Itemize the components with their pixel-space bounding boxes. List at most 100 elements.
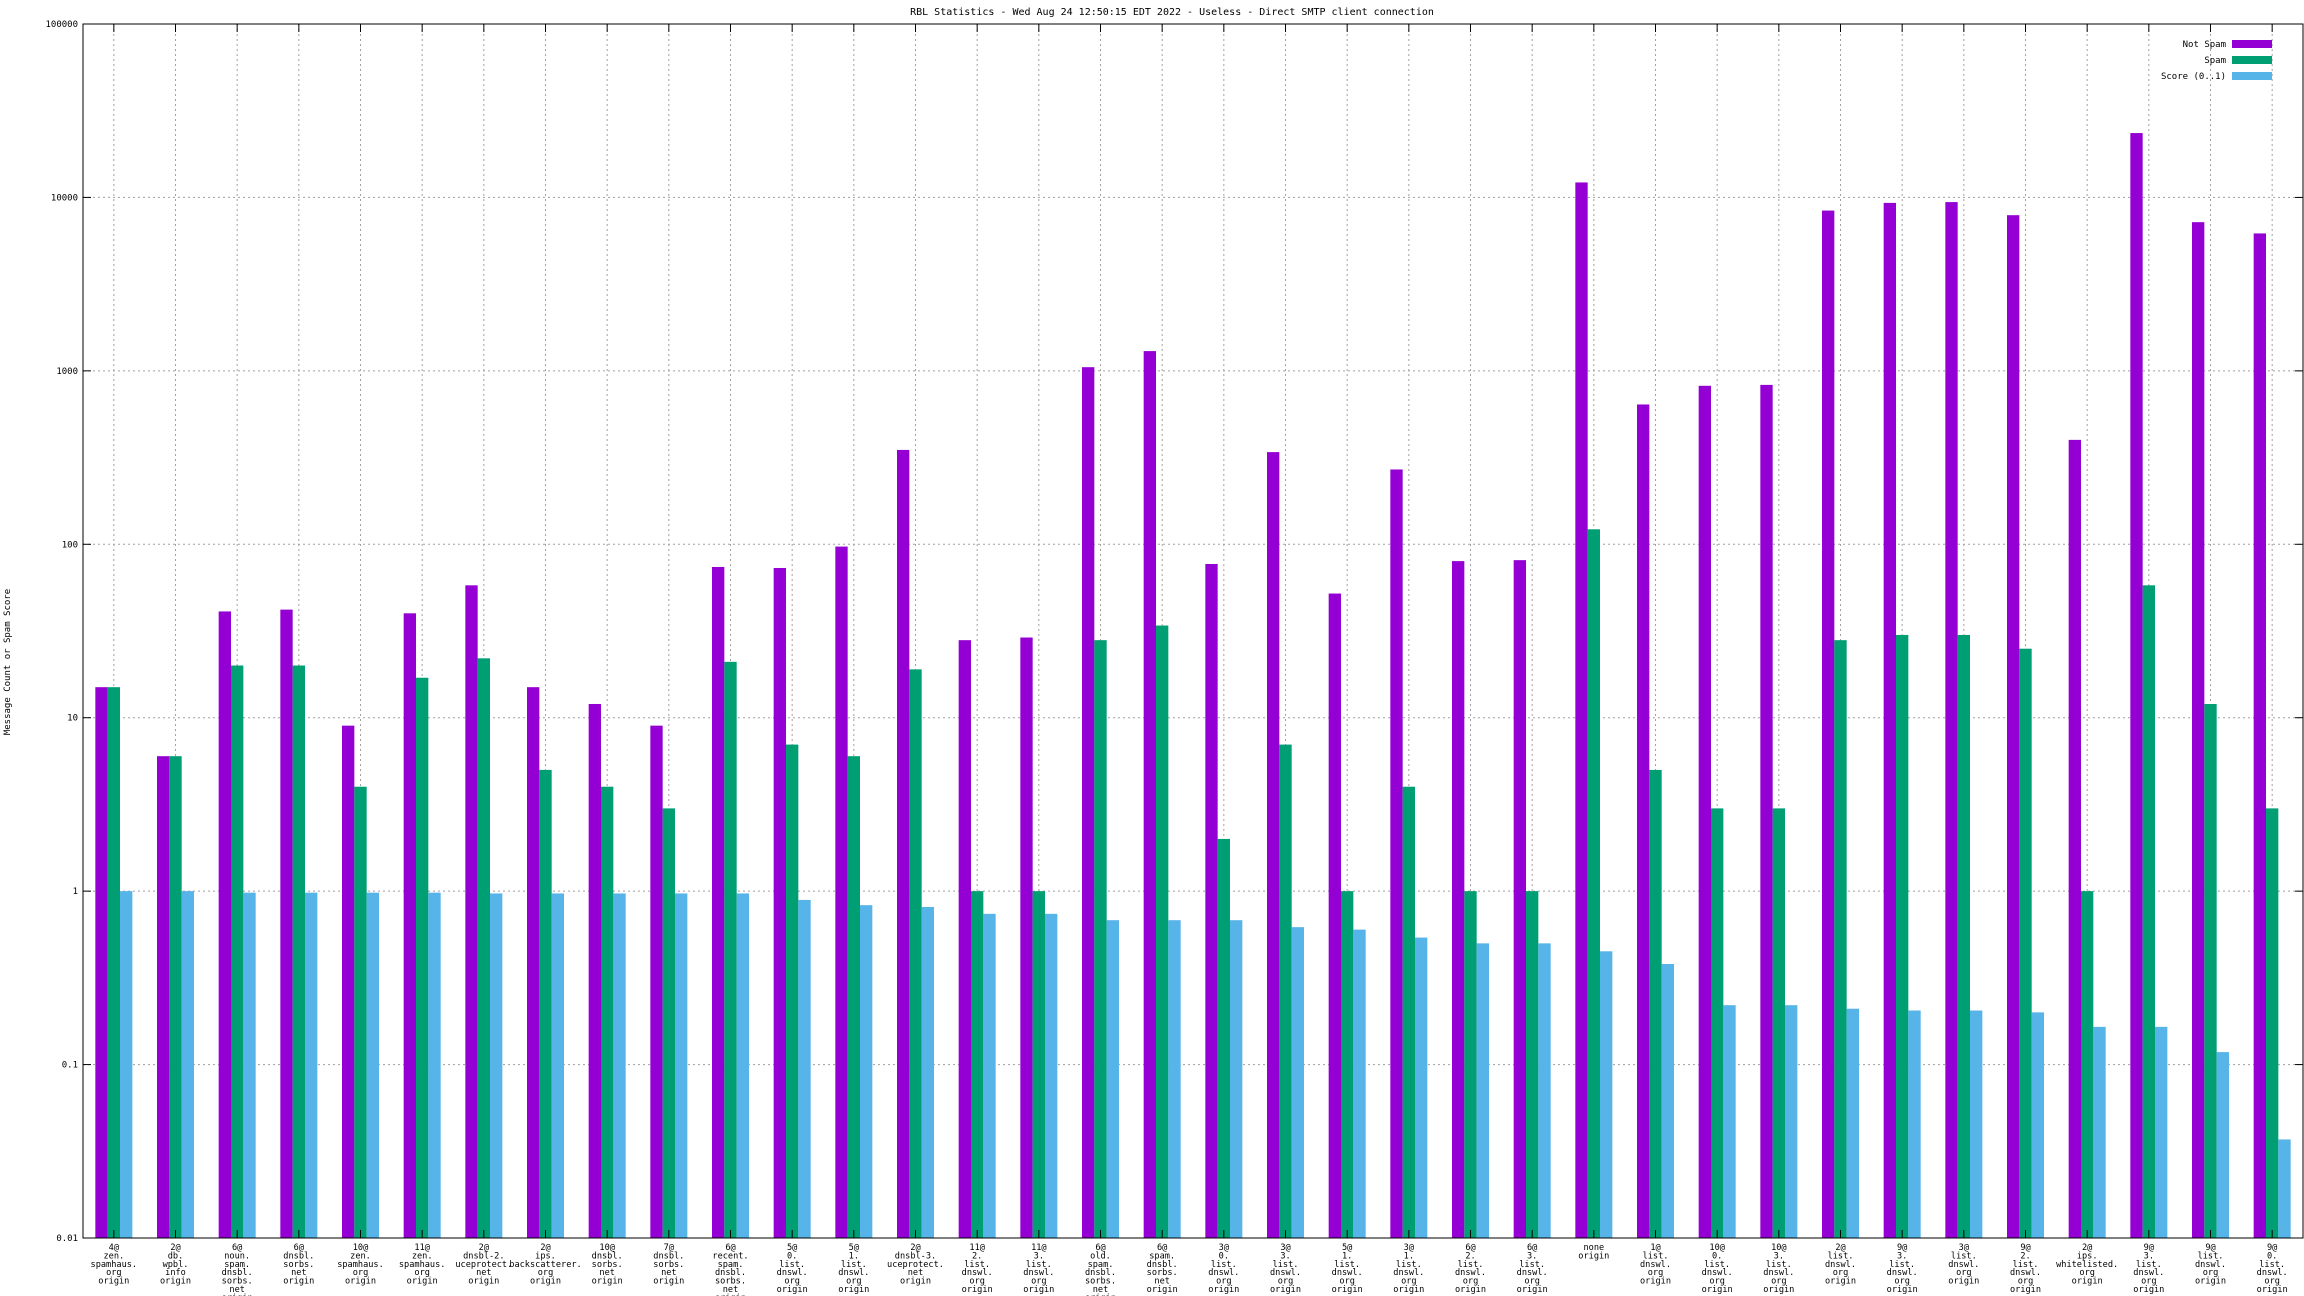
bar	[1662, 964, 1674, 1238]
bar	[1205, 564, 1217, 1238]
bar	[2069, 440, 2081, 1238]
bar	[527, 687, 539, 1238]
bar	[428, 893, 440, 1238]
y-tick-label: 1000	[56, 367, 78, 377]
bar	[1144, 351, 1156, 1238]
bar	[897, 450, 909, 1238]
x-category-label: 7@ dnsbl. sorbs. net origin	[653, 1243, 684, 1287]
legend-label: Spam	[2204, 56, 2226, 66]
x-category-label: 9@ 3. list. dnswl. org origin	[1887, 1243, 1918, 1295]
bar	[1884, 203, 1896, 1238]
bar	[786, 745, 798, 1238]
bar	[552, 893, 564, 1238]
x-category-label: 11@ 2. list. dnswl. org origin	[962, 1243, 993, 1295]
bar	[663, 808, 675, 1238]
bar	[1107, 920, 1119, 1238]
bar	[1538, 943, 1550, 1238]
bar	[1896, 635, 1908, 1238]
x-category-label: 6@ 3. list. dnswl. org origin	[1517, 1243, 1548, 1295]
bar	[1834, 640, 1846, 1238]
bar	[478, 658, 490, 1238]
x-category-label: 6@ 2. list. dnswl. org origin	[1455, 1243, 1486, 1295]
bar	[724, 662, 736, 1238]
x-category-label: 2@ ips. whitelisted. org origin	[2056, 1243, 2118, 1287]
chart-title: RBL Statistics - Wed Aug 24 12:50:15 EDT…	[910, 7, 1434, 18]
bar	[243, 893, 255, 1238]
bar	[1390, 469, 1402, 1238]
bar	[95, 687, 107, 1238]
bar	[367, 893, 379, 1238]
bar	[1785, 1005, 1797, 1238]
bar	[1637, 404, 1649, 1238]
bar	[971, 891, 983, 1238]
bar	[2081, 891, 2093, 1238]
bar	[1415, 938, 1427, 1238]
x-category-label: 11@ 3. list. dnswl. org origin	[1023, 1243, 1054, 1295]
bar	[1575, 182, 1587, 1238]
bar	[2155, 1027, 2167, 1238]
bar	[1279, 745, 1291, 1238]
x-category-label: 3@ 1. list. dnswl. org origin	[1393, 1243, 1424, 1295]
bar	[1452, 561, 1464, 1238]
y-axis-label: Message Count or Spam Score	[3, 589, 13, 735]
x-category-label: 9@ 0. list. dnswl. org origin	[2257, 1243, 2288, 1295]
bar	[1329, 594, 1341, 1238]
bar	[909, 669, 921, 1238]
x-category-label: 5@ 0. list. dnswl. org origin	[777, 1243, 808, 1295]
x-category-label: 6@ dnsbl. sorbs. net origin	[283, 1243, 314, 1287]
bar	[1094, 640, 1106, 1238]
bar	[2254, 233, 2266, 1238]
legend: Not Spam Spam Score (0..1)	[2161, 40, 2272, 82]
bar	[2192, 222, 2204, 1238]
bar	[2093, 1027, 2105, 1238]
bar	[539, 770, 551, 1238]
bar	[774, 568, 786, 1238]
bar	[490, 893, 502, 1238]
bar	[1267, 452, 1279, 1238]
bar	[1082, 367, 1094, 1238]
bar	[613, 893, 625, 1238]
bar	[2130, 133, 2142, 1238]
bar	[465, 585, 477, 1238]
x-category-label: 4@ zen. spamhaus. org origin	[91, 1243, 138, 1287]
x-category-label: 5@ 1. list. dnswl. org origin	[1332, 1243, 1363, 1295]
x-category-label: 10@ zen. spamhaus. org origin	[337, 1243, 384, 1287]
bar	[231, 666, 243, 1238]
bar	[1908, 1011, 1920, 1238]
bar	[798, 900, 810, 1238]
bar	[1970, 1011, 1982, 1238]
bar	[1945, 202, 1957, 1238]
bar	[293, 666, 305, 1238]
bar	[1760, 385, 1772, 1238]
bar	[2278, 1139, 2290, 1238]
bar	[1230, 920, 1242, 1238]
bar	[983, 914, 995, 1238]
bar	[416, 678, 428, 1238]
x-category-label: none origin	[1578, 1243, 1609, 1261]
x-category-label: 9@ list. dnswl. org origin	[2195, 1243, 2226, 1287]
bar	[2032, 1012, 2044, 1238]
bar	[1292, 927, 1304, 1238]
legend-swatch	[2232, 72, 2272, 80]
bar	[601, 787, 613, 1238]
bar	[1218, 839, 1230, 1238]
x-category-label: 1@ list. dnswl. org origin	[1640, 1243, 1671, 1287]
bar	[1649, 770, 1661, 1238]
x-category-label: 6@ spam. dnsbl. sorbs. net origin	[1147, 1243, 1178, 1295]
x-category-label: 3@ list. dnswl. org origin	[1948, 1243, 1979, 1287]
legend-label: Not Spam	[2183, 40, 2226, 50]
bar	[1033, 891, 1045, 1238]
y-tick-label: 10	[67, 714, 78, 724]
bar	[1822, 211, 1834, 1238]
bar	[650, 726, 662, 1238]
bar	[1020, 638, 1032, 1238]
x-category-label: 3@ 3. list. dnswl. org origin	[1270, 1243, 1301, 1295]
bar	[1847, 1009, 1859, 1238]
x-category-label: 6@recent.spam.dnsbl.sorbs.netorigin	[712, 1243, 748, 1296]
bar	[2204, 704, 2216, 1238]
x-category-label: 2@ db. wpbl. info origin	[160, 1243, 191, 1287]
y-tick-label: 100	[62, 540, 78, 550]
y-tick-label: 10000	[51, 193, 78, 203]
